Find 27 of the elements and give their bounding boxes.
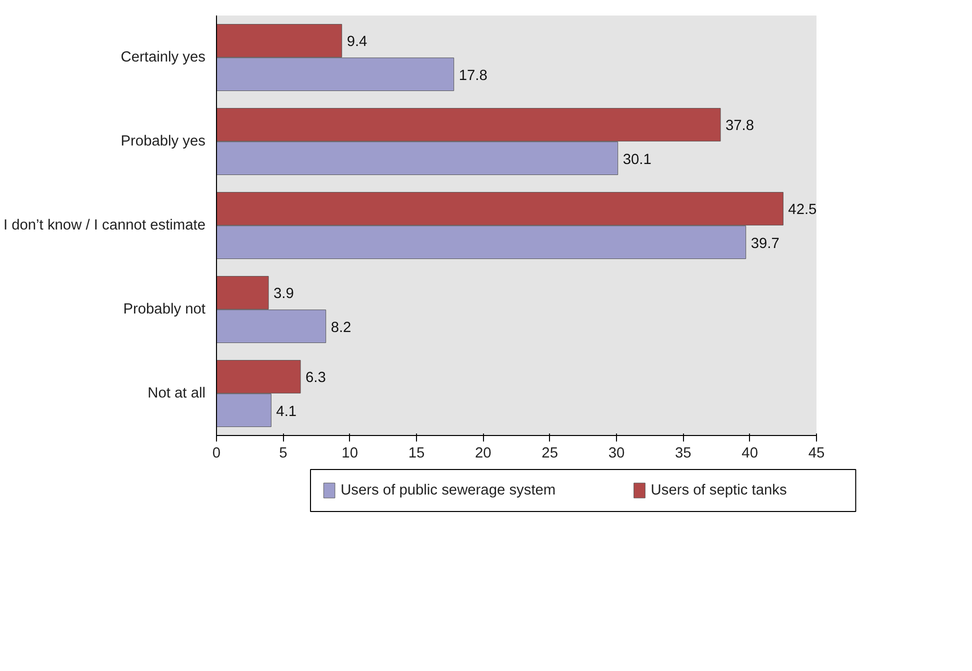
data-label: 6.3 bbox=[306, 370, 326, 386]
data-label: 42.5 bbox=[788, 202, 817, 218]
y-tick-label: Certainly yes bbox=[120, 50, 206, 66]
data-label: 30.1 bbox=[622, 152, 652, 168]
x-tick-label: 35 bbox=[675, 446, 692, 462]
x-tick-label: 30 bbox=[608, 446, 625, 462]
y-tick-label: Probably yes bbox=[120, 134, 206, 150]
x-tick-label: 10 bbox=[342, 446, 358, 462]
y-tick-label: I don’t know / I cannot estimate bbox=[3, 218, 206, 234]
x-tick-label: 15 bbox=[408, 446, 425, 462]
y-tick-label: Probably not bbox=[123, 302, 206, 318]
data-label: 8.2 bbox=[330, 320, 352, 336]
legend-label: Users of septic tanks bbox=[650, 482, 787, 498]
data-label: 4.1 bbox=[276, 404, 297, 420]
x-tick-label: 25 bbox=[542, 446, 558, 462]
x-tick-label: 45 bbox=[808, 446, 825, 462]
legend-label: Users of public sewerage system bbox=[340, 482, 556, 498]
data-label: 9.4 bbox=[346, 34, 368, 50]
data-label: 39.7 bbox=[750, 236, 780, 252]
data-label: 3.9 bbox=[274, 286, 294, 302]
x-tick-label: 5 bbox=[279, 446, 288, 462]
data-label: 37.8 bbox=[726, 118, 754, 134]
x-tick-label: 40 bbox=[742, 446, 758, 462]
x-tick-label: 0 bbox=[212, 446, 221, 462]
data-label: 17.8 bbox=[458, 68, 488, 84]
x-tick-label: 20 bbox=[475, 446, 492, 462]
y-tick-label: Not at all bbox=[148, 386, 206, 402]
